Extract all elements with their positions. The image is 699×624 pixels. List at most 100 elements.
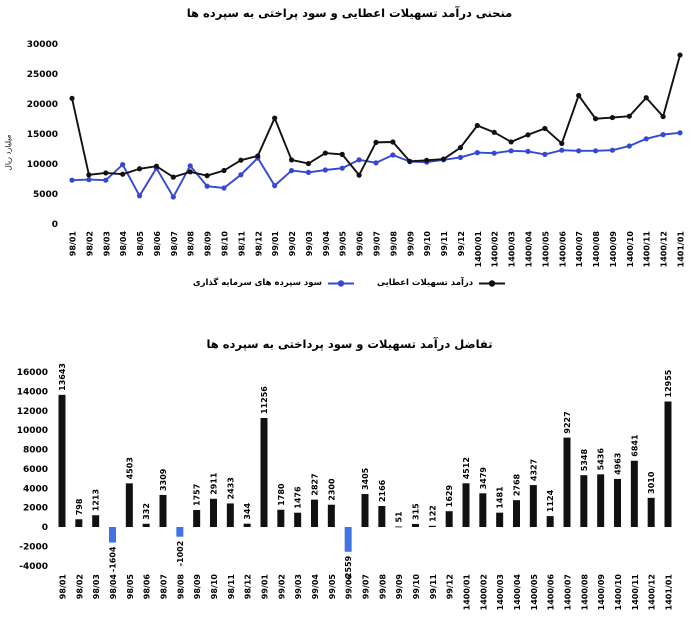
bar-value-label: 1757 <box>193 484 202 506</box>
line-point <box>136 166 143 172</box>
line-point <box>322 167 328 173</box>
line-point <box>660 113 666 120</box>
line-point <box>626 113 632 119</box>
line-x-tick-label: 98/04 <box>119 231 128 257</box>
line-point <box>221 167 227 174</box>
line-point <box>103 170 109 176</box>
bar-value-label: 3010 <box>647 471 656 494</box>
line-point <box>592 116 599 122</box>
bar <box>395 526 403 528</box>
bar <box>344 527 352 552</box>
line-point <box>339 151 345 157</box>
line-x-tick-label: 1400/07 <box>575 231 584 267</box>
bar-value-label: 2300 <box>327 478 336 501</box>
line-y-tick-label: 20000 <box>27 100 58 110</box>
line-x-tick-label: 1400/03 <box>508 231 517 267</box>
bar-x-tick-label: 99/03 <box>294 574 303 599</box>
bar <box>125 483 133 527</box>
bar <box>327 504 335 527</box>
bar-x-tick-label: 1400/05 <box>530 574 539 611</box>
line-point <box>457 154 464 160</box>
line-x-tick-label: 98/09 <box>204 231 213 257</box>
bar-x-tick-label: 99/12 <box>446 574 455 599</box>
line-x-tick-label: 1400/01 <box>474 231 483 268</box>
line-point <box>322 150 328 156</box>
bar-value-label: -1002 <box>176 541 185 567</box>
bar <box>75 519 83 527</box>
line-chart-legend: سود سپرده های سرمایه گذاری درآمد تسهیلات… <box>0 278 699 288</box>
line-x-tick-label: 1400/05 <box>541 231 550 268</box>
line-point <box>339 165 345 171</box>
bar-x-tick-label: 99/04 <box>311 574 320 600</box>
line-x-tick-label: 99/09 <box>406 231 415 257</box>
line-x-tick-label: 99/06 <box>356 231 365 257</box>
bar <box>294 512 302 527</box>
line-y-tick-label: 25000 <box>27 70 58 80</box>
line-point <box>373 139 379 145</box>
line-point <box>272 183 278 189</box>
bar-x-tick-label: 1400/02 <box>479 574 488 610</box>
line-x-tick-label: 99/03 <box>305 231 314 256</box>
bar-x-tick-label: 1400/09 <box>597 574 606 611</box>
bar-x-tick-label: 1400/12 <box>648 574 657 610</box>
bar-x-tick-label: 1400/04 <box>513 574 522 611</box>
line-y-tick-label: 0 <box>52 220 58 230</box>
bar-x-tick-label: 99/01 <box>261 574 270 600</box>
bar <box>361 494 369 527</box>
line-point <box>508 139 514 145</box>
bar-value-label: 1476 <box>294 486 303 509</box>
line-point <box>626 143 632 149</box>
bar-x-tick-label: 1400/11 <box>631 574 640 611</box>
bar <box>260 417 268 527</box>
bar <box>176 527 184 537</box>
bar-value-label: 4503 <box>125 457 134 479</box>
line-x-tick-label: 99/11 <box>440 231 449 257</box>
line-x-tick-label: 1400/08 <box>592 231 601 268</box>
bar-x-tick-label: 98/07 <box>160 574 169 599</box>
bar <box>529 485 537 527</box>
bar-x-tick-label: 99/10 <box>412 574 421 600</box>
line-point <box>491 129 497 135</box>
line-point <box>221 185 227 191</box>
line-point <box>390 139 396 145</box>
bar <box>142 523 150 527</box>
bar-y-tick-label: 6000 <box>23 465 48 475</box>
bar-value-label: 315 <box>412 503 421 520</box>
bar-value-label: 2827 <box>311 473 320 495</box>
line-y-tick-label: 30000 <box>27 40 58 50</box>
line-y-tick-label: 10000 <box>27 160 58 170</box>
line-x-tick-label: 1400/10 <box>626 231 635 268</box>
line-point <box>508 148 514 154</box>
bar-y-tick-label: 4000 <box>23 484 48 494</box>
line-x-tick-label: 99/04 <box>322 231 331 257</box>
line-x-tick-label: 1400/09 <box>609 231 618 268</box>
bar-value-label: -1604 <box>109 546 118 572</box>
bar-value-label: 1124 <box>546 489 555 512</box>
bar-y-tick-label: 16000 <box>17 368 48 378</box>
line-x-tick-label: 1400/12 <box>660 231 669 267</box>
bar-value-label: 4327 <box>529 459 538 481</box>
bar <box>647 497 655 527</box>
line-point <box>474 122 480 129</box>
bar-value-label: 11256 <box>260 386 269 414</box>
bar-x-tick-label: 99/06 <box>345 574 354 600</box>
line-point <box>187 163 193 169</box>
line-x-tick-label: 99/05 <box>339 231 348 257</box>
bar <box>210 498 217 527</box>
line-series-facility-income <box>71 54 681 179</box>
line-x-tick-label: 99/10 <box>423 231 432 257</box>
bar-x-tick-label: 1400/06 <box>547 574 556 611</box>
bar <box>597 474 605 527</box>
line-x-tick-label: 98/02 <box>85 231 94 256</box>
line-point <box>170 174 176 180</box>
line-point <box>305 160 312 167</box>
bar <box>243 523 251 527</box>
bar-value-label: 798 <box>75 498 84 515</box>
bar-y-tick-label: 8000 <box>23 446 48 456</box>
bar-value-label: 332 <box>142 503 151 520</box>
bar-value-label: 4512 <box>462 457 471 479</box>
line-point <box>86 177 92 183</box>
line-x-tick-label: 99/02 <box>288 231 297 256</box>
line-point <box>103 177 109 183</box>
